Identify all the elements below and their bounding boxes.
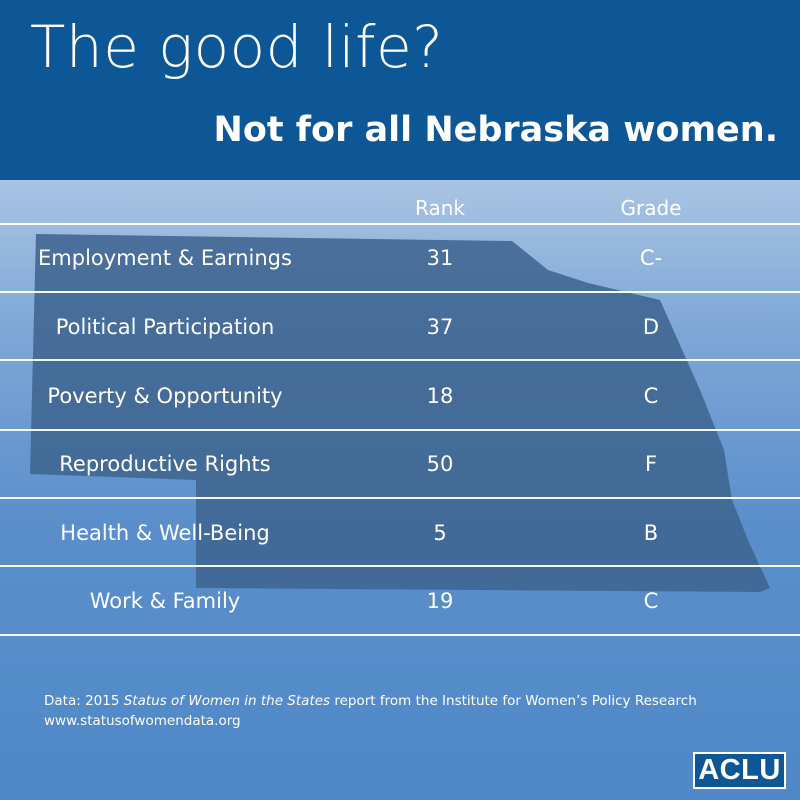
table-rule (0, 497, 800, 499)
page-title: The good life? (30, 13, 444, 81)
header-banner: The good life? Not for all Nebraska wome… (0, 0, 800, 180)
table-row: Health & Well-Being 5 B (0, 499, 800, 567)
source-note: Data: 2015 Status of Women in the States… (44, 691, 697, 731)
table-row: Work & Family 19 C (0, 567, 800, 635)
rank-value: 19 (426, 589, 454, 613)
table-rule (0, 634, 800, 636)
category-label: Work & Family (89, 589, 241, 613)
rank-value: 18 (426, 384, 454, 408)
grade-value: F (644, 452, 658, 476)
category-label: Employment & Earnings (38, 246, 292, 270)
rank-column-header: Rank (415, 196, 465, 220)
source-prefix: Data: 2015 (44, 693, 124, 709)
aclu-logo: ACLU (693, 752, 786, 789)
table-rule (0, 291, 800, 293)
table-rule (0, 359, 800, 361)
table-row: Political Participation 37 D (0, 293, 800, 361)
grade-value: C (643, 589, 659, 613)
table-row: Employment & Earnings 31 C- (0, 224, 800, 292)
grade-value: C- (639, 246, 663, 270)
source-suffix: report from the Institute for Women’s Po… (330, 693, 697, 709)
grade-column-header: Grade (620, 196, 682, 220)
grade-value: B (643, 521, 659, 545)
category-label: Health & Well-Being (60, 521, 270, 545)
rank-value: 31 (426, 246, 454, 270)
source-url: www.statusofwomendata.org (44, 713, 241, 729)
table-rule (0, 429, 800, 431)
rank-value: 50 (426, 452, 454, 476)
page-subtitle: Not for all Nebraska women. (213, 110, 778, 150)
category-label: Reproductive Rights (59, 452, 271, 476)
rank-value: 5 (433, 521, 447, 545)
grade-value: D (642, 315, 660, 339)
rank-value: 37 (426, 315, 454, 339)
category-label: Political Participation (55, 315, 275, 339)
table-row: Poverty & Opportunity 18 C (0, 362, 800, 430)
table-rule (0, 565, 800, 567)
source-line: Data: 2015 Status of Women in the States… (44, 691, 697, 711)
category-label: Poverty & Opportunity (47, 384, 283, 408)
grade-value: C (643, 384, 659, 408)
report-title: Status of Women in the States (123, 693, 331, 709)
table-rule (0, 223, 800, 225)
table-row: Reproductive Rights 50 F (0, 430, 800, 498)
